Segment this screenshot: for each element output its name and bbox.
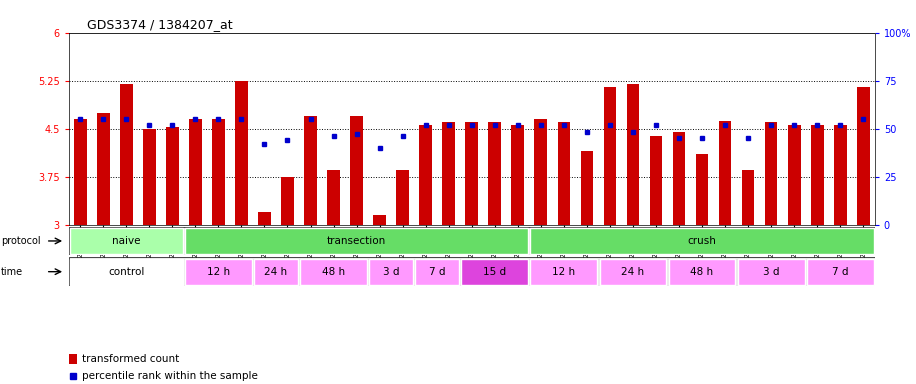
Bar — [374, 215, 386, 225]
Bar — [300, 259, 367, 285]
Bar — [258, 212, 271, 225]
Bar — [120, 84, 133, 225]
Text: time: time — [1, 266, 23, 277]
Bar — [304, 116, 317, 225]
Bar — [281, 177, 294, 225]
Bar — [235, 81, 247, 225]
Text: 12 h: 12 h — [552, 266, 575, 277]
Text: naive: naive — [112, 236, 140, 246]
Bar — [719, 121, 731, 225]
Bar — [97, 113, 110, 225]
Bar — [535, 119, 547, 225]
Bar — [649, 136, 662, 225]
Bar — [465, 122, 478, 225]
Bar — [185, 259, 252, 285]
Bar — [69, 354, 77, 364]
Bar — [834, 126, 846, 225]
Text: 48 h: 48 h — [691, 266, 714, 277]
Text: percentile rank within the sample: percentile rank within the sample — [82, 371, 257, 381]
Text: 3 d: 3 d — [383, 266, 399, 277]
Bar — [70, 259, 182, 285]
Bar — [442, 122, 455, 225]
Bar — [462, 259, 529, 285]
Text: protocol: protocol — [1, 236, 40, 246]
Bar — [811, 126, 823, 225]
Bar — [737, 259, 804, 285]
Bar — [857, 87, 869, 225]
Bar — [397, 170, 409, 225]
Text: 15 d: 15 d — [484, 266, 507, 277]
Text: GDS3374 / 1384207_at: GDS3374 / 1384207_at — [87, 18, 233, 31]
Text: 24 h: 24 h — [265, 266, 288, 277]
Bar — [672, 132, 685, 225]
Text: 48 h: 48 h — [322, 266, 345, 277]
Bar — [185, 228, 529, 254]
Text: control: control — [108, 266, 145, 277]
Bar — [807, 259, 874, 285]
Text: 7 d: 7 d — [832, 266, 848, 277]
Bar — [369, 259, 413, 285]
Bar — [254, 259, 298, 285]
Bar — [350, 116, 363, 225]
Text: 12 h: 12 h — [207, 266, 230, 277]
Bar — [696, 154, 708, 225]
Bar — [627, 84, 639, 225]
Bar — [143, 129, 156, 225]
Bar — [600, 259, 666, 285]
Bar — [581, 151, 594, 225]
Bar — [558, 122, 570, 225]
Text: transection: transection — [327, 236, 387, 246]
Bar — [511, 126, 524, 225]
Bar — [488, 122, 501, 225]
Bar — [604, 87, 616, 225]
Text: 24 h: 24 h — [621, 266, 645, 277]
Bar — [327, 170, 340, 225]
Text: 3 d: 3 d — [763, 266, 780, 277]
Bar — [420, 126, 432, 225]
Bar — [530, 228, 874, 254]
Bar — [530, 259, 597, 285]
Bar — [742, 170, 755, 225]
Bar — [669, 259, 736, 285]
Bar — [213, 119, 224, 225]
Text: 7 d: 7 d — [429, 266, 445, 277]
Text: crush: crush — [688, 236, 716, 246]
Text: transformed count: transformed count — [82, 354, 179, 364]
Bar — [70, 228, 182, 254]
Bar — [788, 126, 801, 225]
Bar — [765, 122, 778, 225]
Bar — [166, 127, 179, 225]
Bar — [189, 119, 202, 225]
Bar — [415, 259, 459, 285]
Bar — [74, 119, 86, 225]
